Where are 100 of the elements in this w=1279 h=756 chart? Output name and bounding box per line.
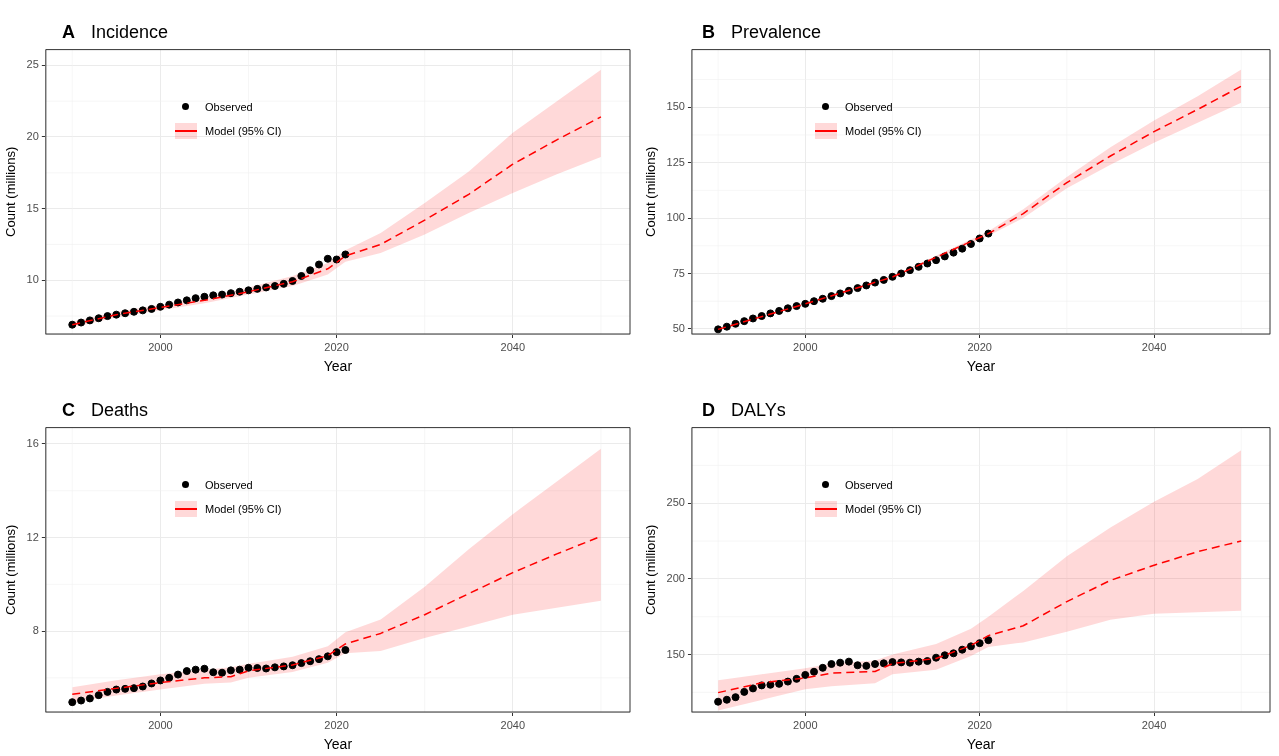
y-tick-label: 150 <box>666 647 685 660</box>
chart-title: Deaths <box>91 400 149 420</box>
point <box>748 314 757 323</box>
point <box>68 698 77 707</box>
point <box>879 659 888 668</box>
point <box>801 670 810 679</box>
point <box>818 663 827 672</box>
point <box>226 666 235 675</box>
point <box>844 657 853 666</box>
point <box>714 697 723 706</box>
point <box>235 665 244 674</box>
point <box>923 259 932 268</box>
point <box>103 312 112 321</box>
point <box>297 659 306 668</box>
x-tick-label: 2020 <box>967 718 992 731</box>
point <box>244 286 253 295</box>
point <box>77 696 86 705</box>
point <box>244 663 253 672</box>
point <box>191 665 200 674</box>
point <box>827 660 836 669</box>
point <box>270 663 279 672</box>
chart-title: Prevalence <box>731 22 822 42</box>
text: A <box>62 22 75 42</box>
point <box>209 291 218 300</box>
x-axis-title: Year <box>966 358 996 375</box>
y-tick-label: 250 <box>666 496 685 509</box>
point <box>871 660 880 669</box>
x-tick-label: 2040 <box>500 340 526 353</box>
x-tick-label: 2000 <box>148 340 173 353</box>
point <box>853 661 862 670</box>
point <box>94 691 103 700</box>
point <box>810 297 819 306</box>
point <box>218 290 227 299</box>
legend-label: Observed <box>845 101 893 113</box>
point <box>731 693 740 702</box>
point <box>129 684 138 693</box>
y-tick-label: 75 <box>672 266 685 279</box>
x-tick-label: 2020 <box>967 340 992 353</box>
legend-label: Observed <box>845 479 893 491</box>
chart-title: DALYs <box>731 400 786 420</box>
y-tick-label: 125 <box>666 155 685 168</box>
y-tick-label: 12 <box>26 530 39 543</box>
point <box>722 695 731 704</box>
x-axis-title: Year <box>323 736 353 753</box>
point <box>862 661 871 670</box>
point <box>940 651 949 660</box>
point <box>862 281 871 290</box>
y-axis-title: Count (millions) <box>3 524 19 615</box>
text: C <box>62 400 75 420</box>
point <box>165 673 174 682</box>
point <box>836 658 845 667</box>
point <box>129 307 138 316</box>
x-tick-label: 2020 <box>324 718 349 731</box>
x-tick-label: 2040 <box>500 718 526 731</box>
point <box>306 266 315 275</box>
point <box>323 254 332 263</box>
point <box>775 679 784 688</box>
point <box>182 296 191 305</box>
y-tick-label: 200 <box>666 571 685 584</box>
point <box>270 282 279 290</box>
point <box>748 684 757 693</box>
point <box>958 244 967 253</box>
y-tick-label: 20 <box>26 130 39 143</box>
y-tick-label: 25 <box>26 58 39 71</box>
point <box>103 687 112 696</box>
x-tick-label: 2040 <box>1141 718 1167 731</box>
text: D <box>702 400 715 420</box>
legend-label: Observed <box>205 479 253 491</box>
point <box>341 646 350 655</box>
point <box>740 687 749 696</box>
x-tick-label: 2040 <box>1141 340 1167 353</box>
point <box>209 668 218 677</box>
y-axis-title: Count (millions) <box>643 524 659 615</box>
chart-title: Incidence <box>91 22 169 42</box>
point <box>174 670 182 679</box>
legend-label: Model (95% CI) <box>205 125 282 137</box>
point <box>888 658 897 667</box>
legend-label: Model (95% CI) <box>205 503 282 515</box>
point <box>314 260 323 269</box>
point <box>182 667 191 676</box>
point <box>200 292 209 301</box>
point <box>836 289 845 298</box>
y-tick-label: 15 <box>26 201 39 214</box>
text: B <box>702 22 715 42</box>
x-axis-title: Year <box>966 736 996 753</box>
x-tick-label: 2020 <box>324 340 349 353</box>
point <box>323 652 332 661</box>
y-axis-title: Count (millions) <box>3 146 19 237</box>
y-tick-label: 100 <box>666 211 685 224</box>
y-tick-label: 8 <box>32 624 39 637</box>
y-tick-label: 50 <box>672 321 685 334</box>
point <box>191 294 200 303</box>
point <box>156 676 165 685</box>
legend-label: Model (95% CI) <box>845 125 922 137</box>
point <box>932 256 941 265</box>
y-tick-label: 16 <box>26 437 39 449</box>
point <box>218 668 227 677</box>
y-tick-label: 10 <box>26 273 39 286</box>
legend-label: Model (95% CI) <box>845 503 922 515</box>
x-tick-label: 2000 <box>793 340 818 353</box>
